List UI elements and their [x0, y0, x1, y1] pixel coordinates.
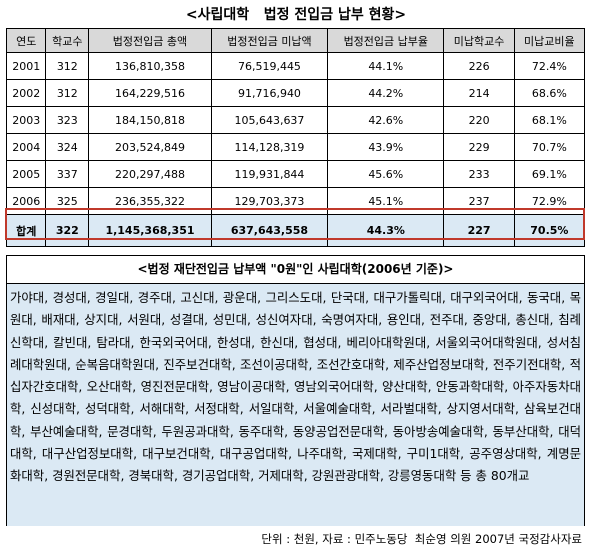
cell: 2004 [5, 133, 47, 161]
cell: 164,229,516 [88, 79, 212, 107]
cell: 129,703,373 [210, 187, 329, 215]
cell: 229 [443, 133, 515, 161]
title: <사립대학 법정 전입금 납부 현황> [185, 7, 407, 23]
total-cell: 44.3% [327, 214, 445, 247]
cell: 91,716,940 [210, 79, 329, 107]
cell: 43.9% [327, 133, 445, 161]
cell: 42.6% [327, 106, 445, 134]
table-row: 2001 312 136,810,358 76,519,445 44.1% 226 72.4… [5, 52, 586, 80]
cell: 337 [45, 160, 90, 188]
list-section: <법정 재단전입금 납부액 "0원"인 사립대학(2006년 기준)> 가야대,… [6, 255, 585, 526]
total-cell: 227 [443, 214, 515, 247]
section-title: <법정 재단전입금 납부액 "0원"인 사립대학(2006년 기준)> [7, 256, 584, 284]
total-row: 합계 322 1,145,368,351 637,643,558 44.3% 227 70.… [5, 214, 586, 247]
column-header: 법정전입금 미납액 [210, 28, 329, 53]
cell: 220,297,488 [88, 160, 212, 188]
cell: 44.1% [327, 52, 445, 80]
cell: 45.6% [327, 160, 445, 188]
cell: 68.1% [513, 106, 586, 134]
source-note: 단위 : 천원, 자료 : 민주노동당 최순영 의원 2007년 국정감사자료 [261, 532, 582, 546]
cell: 2006 [5, 187, 47, 215]
table-row: 2004 324 203,524,849 114,128,319 43.9% 229 70.… [5, 133, 586, 161]
column-header: 미납교비율 [513, 28, 586, 53]
cell: 119,931,844 [210, 160, 329, 188]
cell: 69.1% [513, 160, 586, 188]
cell: 220 [443, 106, 515, 134]
cell: 114,128,319 [210, 133, 329, 161]
cell: 323 [45, 106, 90, 134]
table-row: 2003 323 184,150,818 105,643,637 42.6% 220 68.… [5, 106, 586, 134]
table-body: 2001 312 136,810,358 76,519,445 44.1% 226 72.4… [5, 52, 586, 247]
cell: 2001 [5, 52, 47, 80]
cell: 105,643,637 [210, 106, 329, 134]
header-row: 연도 학교수 법정전입금 총액 법정전입금 미납액 법정전입금 납부율 미납학교수 미납교비… [5, 28, 586, 53]
cell: 324 [45, 133, 90, 161]
total-cell: 합계 [5, 214, 47, 247]
cell: 2002 [5, 79, 47, 107]
cell: 76,519,445 [210, 52, 329, 80]
column-header: 학교수 [45, 28, 90, 53]
cell: 237 [443, 187, 515, 215]
cell: 312 [45, 52, 90, 80]
status-table: 연도 학교수 법정전입금 총액 법정전입금 미납액 법정전입금 납부율 미납학교수 미납교비… [5, 28, 586, 247]
cell: 72.9% [513, 187, 586, 215]
highlight-box [5, 208, 585, 240]
cell: 2003 [5, 106, 47, 134]
total-cell: 1,145,368,351 [88, 214, 212, 247]
column-header: 연도 [5, 28, 47, 53]
cell: 214 [443, 79, 515, 107]
cell: 70.7% [513, 133, 586, 161]
cell: 184,150,818 [88, 106, 212, 134]
cell: 312 [45, 79, 90, 107]
cell: 72.4% [513, 52, 586, 80]
cell: 136,810,358 [88, 52, 212, 80]
cell: 226 [443, 52, 515, 80]
total-cell: 637,643,558 [210, 214, 329, 247]
cell: 68.6% [513, 79, 586, 107]
cell: 233 [443, 160, 515, 188]
column-header: 법정전입금 총액 [88, 28, 212, 53]
total-cell: 322 [45, 214, 90, 247]
column-header: 법정전입금 납부율 [327, 28, 445, 53]
school-list: 가야대, 경성대, 경일대, 경주대, 고신대, 광운대, 그리스도대, 단국대… [7, 284, 584, 526]
cell: 236,355,322 [88, 187, 212, 215]
cell: 2005 [5, 160, 47, 188]
table-row: 2005 337 220,297,488 119,931,844 45.6% 233 69.… [5, 160, 586, 188]
cell: 44.2% [327, 79, 445, 107]
column-header: 미납학교수 [443, 28, 515, 53]
table-row: 2002 312 164,229,516 91,716,940 44.2% 214 68.6… [5, 79, 586, 107]
cell: 203,524,849 [88, 133, 212, 161]
total-cell: 70.5% [513, 214, 586, 247]
